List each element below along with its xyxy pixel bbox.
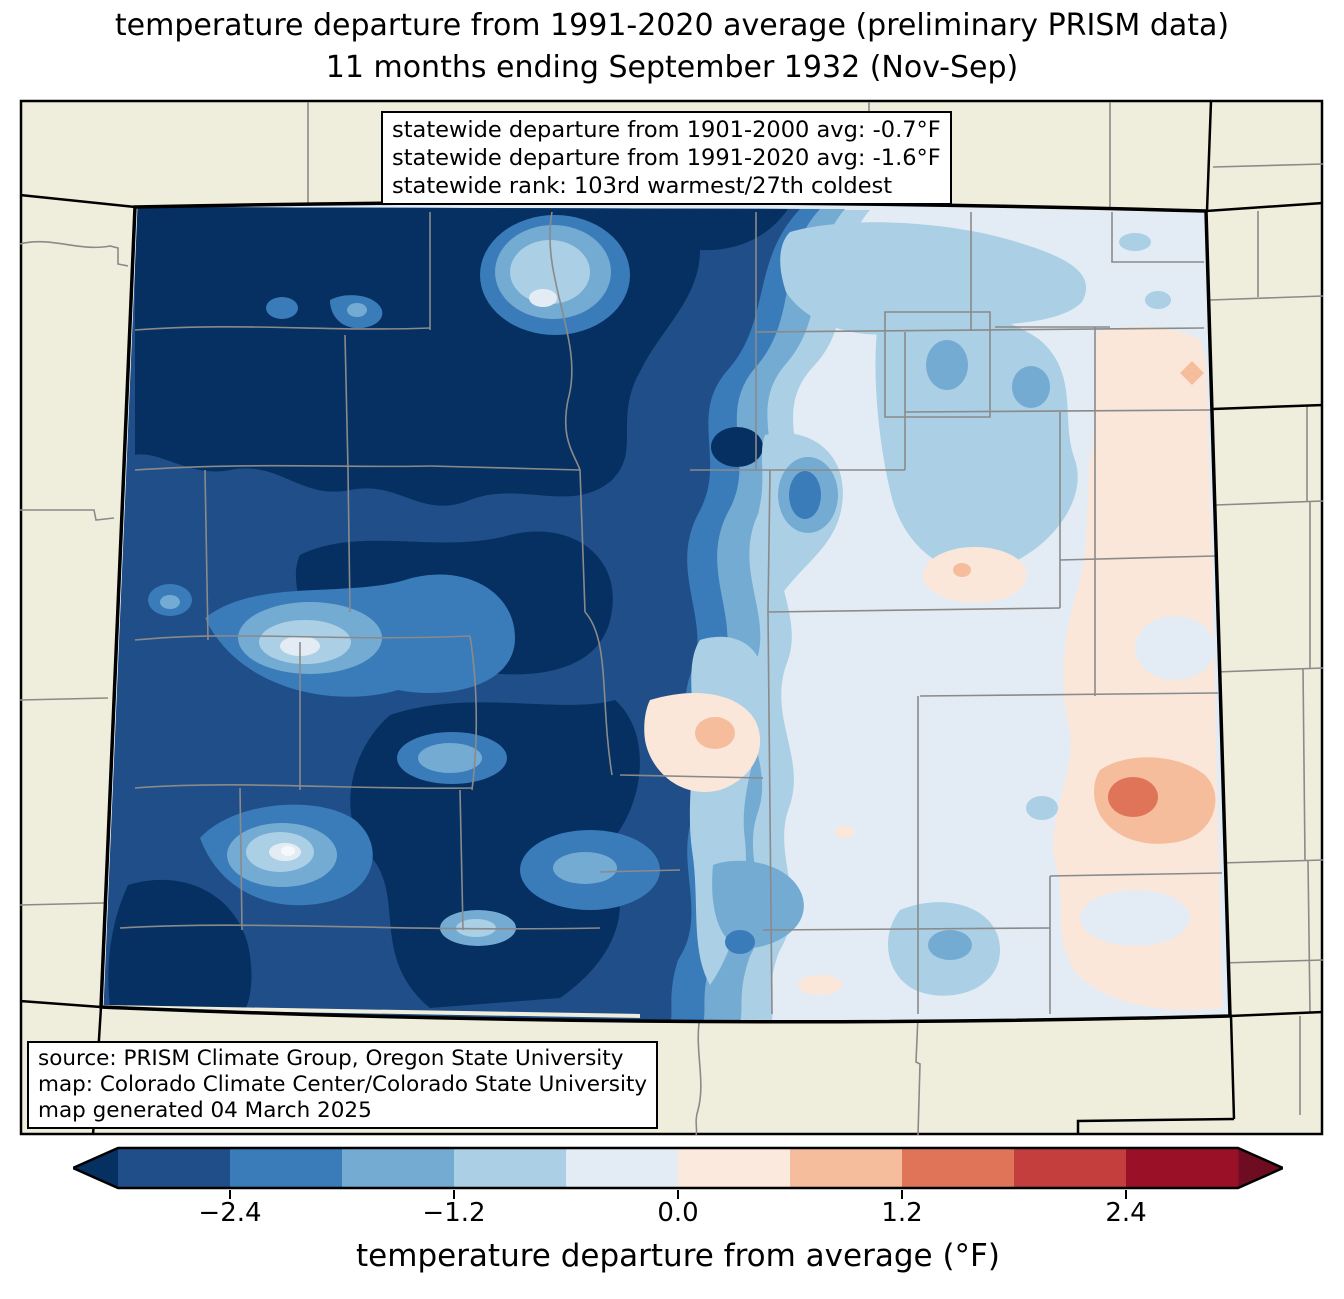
colorbar-tick-label: −2.4 [198,1198,262,1228]
source-line-1: source: PRISM Climate Group, Oregon Stat… [38,1046,624,1071]
stats-line-2: statewide departure from 1991-2020 avg: … [392,145,941,171]
colorbar-segment-0 [118,1148,231,1188]
colorbar [73,1146,1283,1190]
colorbar-segment-6 [790,1148,903,1188]
colorbar-tick-mark [901,1190,903,1199]
colorbar-segment-4 [566,1148,679,1188]
colorbar-under-arrow [73,1148,118,1188]
neighbor-county-borders [19,102,1324,1136]
colorbar-tick-mark [1125,1190,1127,1199]
source-line-3: map generated 04 March 2025 [38,1098,372,1123]
colorbar-tick-mark [453,1190,455,1199]
colorbar-label: temperature departure from average (°F) [356,1238,1000,1274]
state-fill-contours [101,202,1230,1022]
neighbor-state-borders [19,100,1324,1136]
colorbar-tick-label: −1.2 [422,1198,486,1228]
county-borders [119,211,1223,1015]
source-box: source: PRISM Climate Group, Oregon Stat… [27,1041,659,1129]
colorbar-segment-1 [230,1148,343,1188]
colorbar-tick-mark [229,1190,231,1199]
colorbar-tick-label: 2.4 [1105,1198,1147,1228]
colorbar-over-arrow [1238,1148,1283,1188]
colorbar-segment-2 [342,1148,455,1188]
colorbar-segment-5 [678,1148,791,1188]
figure-title-line2: 11 months ending September 1932 (Nov-Sep… [325,50,1019,85]
figure-title-line1: temperature departure from 1991-2020 ave… [114,8,1230,43]
stats-line-1: statewide departure from 1901-2000 avg: … [392,117,941,143]
colorbar-segment-3 [454,1148,567,1188]
colorbar-outline [73,1146,1283,1190]
colorbar-segment-8 [1014,1148,1127,1188]
stats-box: statewide departure from 1901-2000 avg: … [381,111,952,205]
colorbar-tick-mark [677,1190,679,1199]
colorbar-segment-7 [902,1148,1015,1188]
colorbar-tick-label: 0.0 [657,1198,699,1228]
colorbar-segment-9 [1126,1148,1239,1188]
colorbar-tick-label: 1.2 [881,1198,923,1228]
source-line-2: map: Colorado Climate Center/Colorado St… [38,1072,648,1097]
colorbar-fills [73,1148,1283,1188]
stats-line-3: statewide rank: 103rd warmest/27th colde… [392,173,893,199]
